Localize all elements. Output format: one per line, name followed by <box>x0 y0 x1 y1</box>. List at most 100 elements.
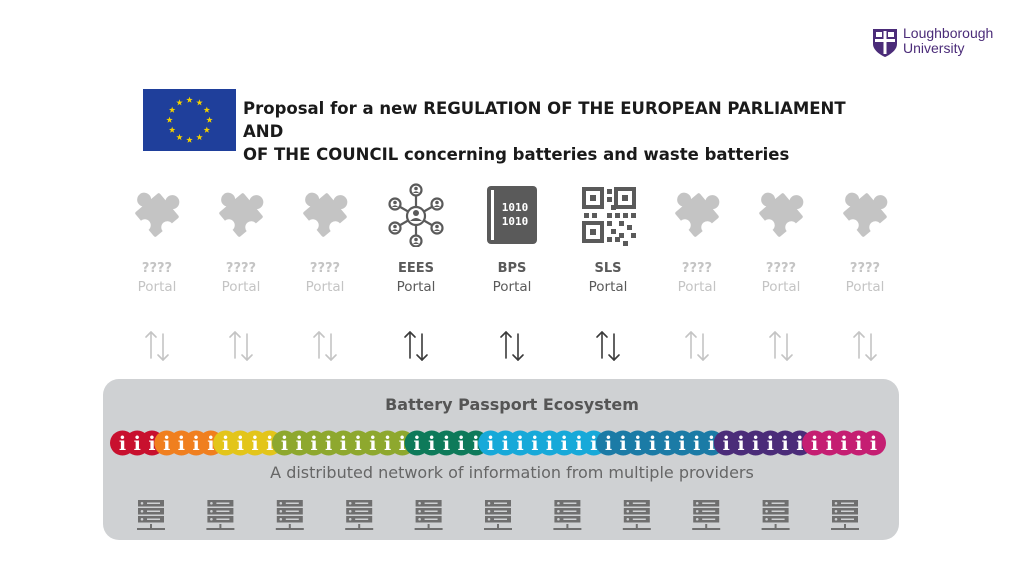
portal-label: Portal <box>137 279 177 295</box>
university-crest-icon <box>873 29 897 57</box>
info-glyph: i <box>237 433 244 455</box>
info-glyph: i <box>472 433 479 455</box>
info-glyph: i <box>296 433 303 455</box>
portal-name: ???? <box>681 261 713 276</box>
server-icon <box>414 500 443 530</box>
info-glyph: i <box>605 433 612 455</box>
puzzle-icon <box>759 192 804 237</box>
info-glyph: i <box>723 433 730 455</box>
eu-star <box>168 106 176 113</box>
info-glyph: i <box>281 433 288 455</box>
eu-star <box>203 126 211 133</box>
info-glyph: i <box>134 433 141 455</box>
ecosystem-title: Battery Passport Ecosystem <box>385 395 639 414</box>
info-glyph: i <box>796 433 803 455</box>
info-glyph: i <box>840 433 847 455</box>
info-glyph: i <box>399 433 406 455</box>
eu-star <box>196 133 203 141</box>
portal-sls: SLS Portal <box>566 183 650 295</box>
info-glyph: i <box>737 433 744 455</box>
portal-label: Portal <box>588 279 628 295</box>
info-glyph: i <box>193 433 200 455</box>
eu-star <box>166 116 173 123</box>
info-glyph: i <box>855 433 862 455</box>
info-glyph: i <box>384 433 391 455</box>
server-icon <box>622 500 651 530</box>
loughborough-university-logo: Loughborough University <box>872 26 1012 60</box>
info-glyph: i <box>310 433 317 455</box>
info-glyph: i <box>443 433 450 455</box>
info-glyph: i <box>355 433 362 455</box>
proposal-title: Proposal for a new REGULATION OF THE EUR… <box>243 97 883 166</box>
server-icon <box>553 500 582 530</box>
info-glyph: i <box>708 433 715 455</box>
info-glyph: i <box>678 433 685 455</box>
portal-unknown-0: ???? Portal <box>115 183 199 295</box>
portal-label: Portal <box>305 279 345 295</box>
puzzle-icon <box>219 192 264 237</box>
info-glyph: i <box>502 433 509 455</box>
bidirectional-arrows-icon <box>596 331 620 361</box>
info-glyph: i <box>575 433 582 455</box>
info-glyph: i <box>119 433 126 455</box>
info-glyph: i <box>487 433 494 455</box>
portal-unknown-7: ???? Portal <box>739 183 823 295</box>
info-glyph: i <box>207 433 214 455</box>
eu-star <box>203 106 211 113</box>
portal-label: Portal <box>221 279 261 295</box>
title-line-2: OF THE COUNCIL concerning batteries and … <box>243 145 790 164</box>
info-glyph: i <box>767 433 774 455</box>
puzzle-icon <box>135 192 180 237</box>
logo-line-1: Loughborough <box>903 25 994 41</box>
info-glyph: i <box>325 433 332 455</box>
server-icon <box>137 500 165 530</box>
info-glyph: i <box>634 433 641 455</box>
logo-line-2: University <box>903 40 965 56</box>
eu-star <box>186 136 193 143</box>
info-glyph: i <box>251 433 258 455</box>
eu-star <box>186 96 193 103</box>
portal-label: Portal <box>492 279 532 295</box>
portal-name: ???? <box>765 261 797 276</box>
info-glyph: i <box>516 433 523 455</box>
eu-star <box>196 99 203 106</box>
svg-text:1010: 1010 <box>502 215 529 228</box>
info-glyph: i <box>222 433 229 455</box>
info-glyph: i <box>620 433 627 455</box>
portal-name: ???? <box>141 261 173 276</box>
title-line-1: Proposal for a new REGULATION OF THE EUR… <box>243 99 846 141</box>
info-glyph: i <box>811 433 818 455</box>
info-glyph: i <box>148 433 155 455</box>
bidirectional-arrows-icon <box>313 331 337 361</box>
info-glyph: i <box>458 433 465 455</box>
bidirectional-arrows-icon <box>769 331 793 361</box>
network-icon <box>388 183 444 247</box>
portal-unknown-2: ???? Portal <box>283 183 367 295</box>
portal-unknown-1: ???? Portal <box>199 183 283 295</box>
info-glyph: i <box>413 433 420 455</box>
eu-flag-icon <box>143 89 236 151</box>
server-icon <box>275 500 304 530</box>
portal-name: BPS <box>497 261 527 276</box>
eu-star <box>206 116 213 123</box>
puzzle-icon <box>303 192 348 237</box>
portal-bps: 1010 1010 BPS Portal <box>470 183 554 295</box>
bidirectional-arrows-icon <box>229 331 253 361</box>
puzzle-icon <box>675 192 720 237</box>
info-glyph: i <box>428 433 435 455</box>
eu-star <box>176 99 183 106</box>
server-icon <box>484 500 512 530</box>
server-icon <box>761 500 790 530</box>
info-glyph: i <box>369 433 376 455</box>
server-icon <box>345 500 374 530</box>
info-glyph: i <box>266 433 273 455</box>
server-icon <box>831 500 859 530</box>
bidirectional-arrows-icon <box>145 331 169 361</box>
info-glyph: i <box>546 433 553 455</box>
server-row <box>137 500 859 530</box>
portal-label: Portal <box>761 279 801 295</box>
portal-label: Portal <box>845 279 885 295</box>
portal-unknown-6: ???? Portal <box>655 183 739 295</box>
